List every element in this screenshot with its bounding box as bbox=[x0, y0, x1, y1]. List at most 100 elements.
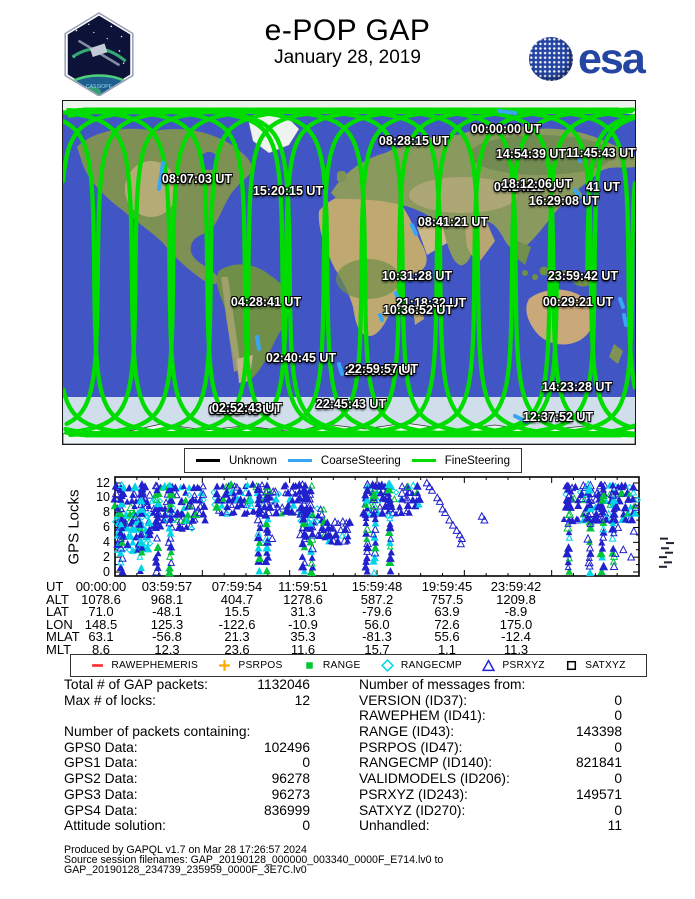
legend-label: RANGE bbox=[322, 660, 361, 671]
stat-row: GPS2 Data: 96278 bbox=[64, 771, 310, 787]
stat-row: RANGECMP (ID140): 821841 bbox=[359, 755, 622, 771]
table-cell: 21.3 bbox=[224, 629, 250, 644]
table-cell: 31.3 bbox=[290, 604, 316, 619]
stat-label: VALIDMODELS (ID206): bbox=[359, 771, 510, 787]
map-timestamp: 09:24:12 UT bbox=[493, 180, 565, 194]
stat-value: 0 bbox=[302, 818, 310, 834]
map-timestamp: 23:59:42 UT bbox=[547, 269, 619, 283]
patch-text: CASSIOPE bbox=[86, 84, 113, 90]
table-cell: -10.9 bbox=[288, 616, 318, 632]
stat-value: 836999 bbox=[263, 802, 310, 818]
y-tick-label: 8 bbox=[103, 505, 110, 520]
gps-locks-plot bbox=[110, 476, 674, 577]
stat-row: PSRXYZ (ID243): 149571 bbox=[359, 787, 622, 803]
table-cell: 71.0 bbox=[88, 604, 114, 619]
map-timestamp: 22:50:58 UT bbox=[344, 364, 416, 378]
legend-item: RANGE bbox=[303, 659, 361, 672]
table-cell: 1278.6 bbox=[283, 591, 323, 607]
y-axis-label: GPS Locks bbox=[65, 489, 83, 565]
map-timestamp: 22:45:43 UT bbox=[315, 397, 387, 411]
diamond-marker-icon bbox=[380, 659, 394, 672]
table-cell: 55.6 bbox=[434, 629, 460, 644]
legend-item: PSRPOS bbox=[218, 659, 282, 672]
table-cell: -8.9 bbox=[504, 604, 528, 619]
stat-value: 102496 bbox=[263, 739, 310, 755]
stat-value: 0 bbox=[614, 771, 622, 787]
stat-row: Max # of locks: 12 bbox=[64, 693, 310, 709]
stat-value: 96273 bbox=[271, 786, 310, 802]
table-cell: 11:59:51 bbox=[278, 579, 328, 594]
scatter-points bbox=[110, 478, 642, 577]
legend-label: SATXYZ bbox=[585, 660, 626, 671]
map-timestamp: 16:29:08 UT bbox=[528, 194, 600, 208]
legend-label: PSRPOS bbox=[238, 660, 283, 671]
map-timestamp: 08:28:15 UT bbox=[378, 134, 450, 148]
table-cell: 63.9 bbox=[434, 604, 460, 619]
esa-logo: esa bbox=[529, 35, 646, 83]
stat-label: GPS2 Data: bbox=[64, 771, 138, 787]
footer: Produced by GAPQL v1.7 on Mar 28 17:26:5… bbox=[64, 844, 443, 876]
stat-row: SATXYZ (ID270): 0 bbox=[359, 803, 622, 819]
esa-wordmark: esa bbox=[578, 35, 646, 83]
table-cell: 8.6 bbox=[91, 641, 111, 657]
table-cell: 63.1 bbox=[88, 629, 114, 644]
map-timestamp: 41 UT bbox=[585, 180, 621, 194]
stat-row: Total # of GAP packets: 1132046 bbox=[64, 677, 310, 693]
table-cell: 968.1 bbox=[150, 591, 184, 607]
footer-line: Produced by GAPQL v1.7 on Mar 28 17:26:5… bbox=[64, 844, 307, 856]
madagascar bbox=[413, 303, 424, 325]
map-timestamp: 14:54:39 UT bbox=[495, 147, 567, 161]
legend-line-swatch bbox=[195, 459, 220, 462]
stat-value: 1132046 bbox=[257, 677, 310, 692]
table-row-label: MLAT bbox=[46, 629, 80, 644]
legend-label: CoarseSteering bbox=[320, 454, 401, 467]
stat-row: RANGE (ID43): 143398 bbox=[359, 724, 622, 740]
legend-label: Unknown bbox=[228, 454, 277, 467]
table-cell: 15.5 bbox=[224, 604, 250, 619]
legend-label: RANGECMP bbox=[400, 660, 462, 671]
plus-marker-icon bbox=[219, 660, 231, 671]
mission-patch: CASSIOPE bbox=[64, 12, 134, 96]
stat-label: RANGECMP (ID140): bbox=[359, 755, 493, 771]
page-subtitle: January 28, 2019 bbox=[274, 47, 421, 68]
stat-label: Number of packets containing: bbox=[64, 724, 251, 740]
stat-value: 143398 bbox=[575, 724, 622, 740]
table-cell: 00:00:00 bbox=[75, 579, 127, 594]
table-cell: 23.6 bbox=[224, 641, 250, 657]
stat-label: GPS0 Data: bbox=[64, 739, 138, 755]
legend-item: FineSteering bbox=[411, 455, 510, 467]
table-cell: 175.0 bbox=[499, 616, 533, 632]
stat-label: VERSION (ID37): bbox=[359, 692, 468, 708]
stat-label: Number of messages from: bbox=[359, 677, 526, 692]
square-marker-icon bbox=[567, 660, 577, 671]
table-cell: -48.1 bbox=[152, 604, 182, 619]
table-cell: 125.3 bbox=[150, 616, 184, 632]
ground-tracks bbox=[63, 107, 635, 438]
map-timestamp: 21:18:32 UT bbox=[395, 296, 467, 310]
stat-row: VERSION (ID37): 0 bbox=[359, 693, 622, 709]
british-isles bbox=[337, 171, 346, 182]
y-tick-label: 0 bbox=[103, 564, 110, 579]
square-filled-marker-icon bbox=[306, 662, 313, 669]
stat-label: Unhandled: bbox=[359, 818, 430, 834]
table-row-label: ALT bbox=[46, 591, 69, 607]
map-timestamp: 11:45:43 UT bbox=[566, 146, 636, 160]
table-cell: 72.6 bbox=[434, 616, 460, 632]
table-cell: -122.6 bbox=[218, 616, 256, 632]
map-timestamp: 04:28:41 UT bbox=[230, 295, 302, 309]
stat-value: 12 bbox=[294, 692, 310, 708]
stat-value: 96278 bbox=[271, 771, 310, 787]
stat-value: 11 bbox=[607, 818, 622, 834]
stat-value: 821841 bbox=[575, 755, 622, 771]
page-title: e-POP GAP bbox=[264, 14, 431, 47]
table-cell: 23:59:42 bbox=[490, 579, 542, 594]
map-timestamp: 12:37:52 UT bbox=[522, 410, 594, 424]
legend-item: RAWEPHEMERIS bbox=[91, 659, 198, 672]
stat-label: Total # of GAP packets: bbox=[64, 677, 208, 692]
stats-left-column: Total # of GAP packets: 1132046 Max # of l… bbox=[64, 677, 310, 834]
stat-row: Number of messages from: bbox=[359, 677, 622, 693]
map-timestamp: 10:36:52 UT bbox=[382, 303, 454, 317]
patch-satellite bbox=[89, 43, 108, 57]
table-cell: 148.5 bbox=[84, 616, 118, 632]
